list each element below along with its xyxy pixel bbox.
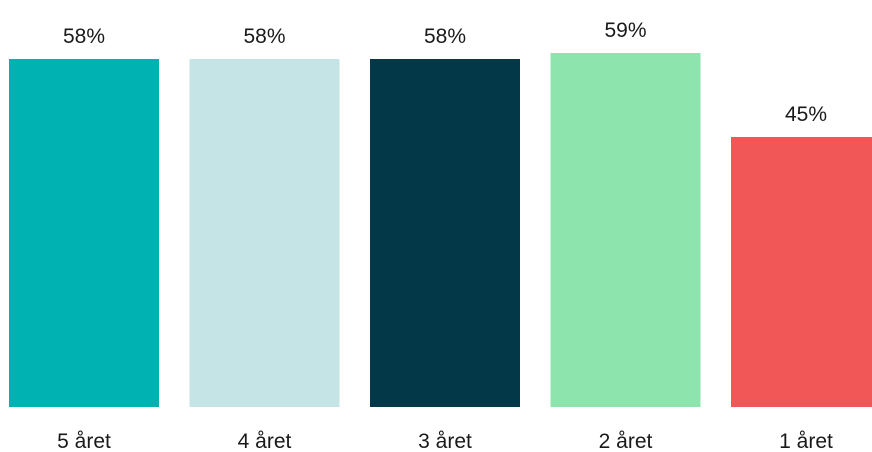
bar-value-label: 59% — [604, 19, 646, 42]
category-labels-group: 5 året 4 året 3 året 2 året 1 året — [57, 430, 833, 452]
bar-2 — [189, 59, 340, 407]
bar-3 — [370, 59, 520, 407]
x-tick-label: 3 året — [418, 430, 472, 452]
bar-value-label: 58% — [243, 25, 285, 48]
bar-5 — [731, 137, 872, 407]
bar-1 — [9, 59, 159, 407]
value-labels-group: 58% 58% 58% 59% 45% — [63, 19, 827, 126]
bar-4 — [550, 53, 701, 407]
bar-value-label: 58% — [63, 25, 105, 48]
x-tick-label: 4 året — [238, 430, 292, 452]
bar-value-label: 45% — [785, 103, 827, 126]
bars-group — [9, 53, 872, 407]
bar-value-label: 58% — [424, 25, 466, 48]
x-tick-label: 2 året — [599, 430, 653, 452]
x-tick-label: 5 året — [57, 430, 111, 452]
x-tick-label: 1 året — [779, 430, 833, 452]
